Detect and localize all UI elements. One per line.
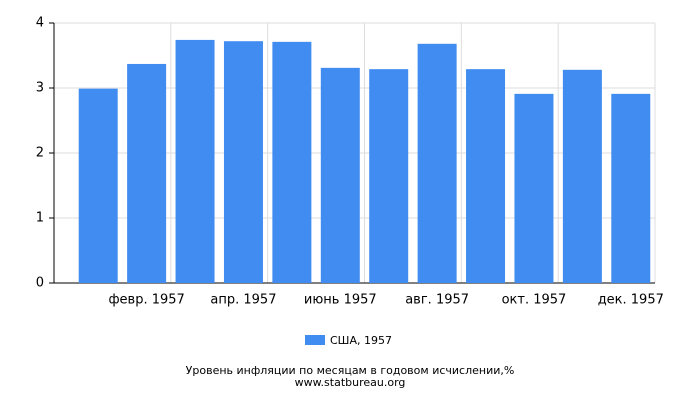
chart-subtitle: www.statbureau.org: [295, 376, 406, 389]
bar: [320, 67, 360, 283]
bar: [562, 69, 602, 283]
x-tick-label: июнь 1957: [304, 293, 377, 308]
chart-title: Уровень инфляции по месяцам в годовом ис…: [186, 364, 515, 377]
x-tick-label: февр. 1957: [108, 293, 184, 308]
y-tick-label: 2: [36, 146, 44, 161]
y-tick-label: 3: [36, 81, 44, 96]
bar: [514, 93, 554, 283]
bar: [417, 43, 457, 283]
legend-label: США, 1957: [330, 334, 392, 347]
bar: [127, 63, 167, 284]
bar: [466, 69, 506, 284]
bar: [175, 39, 215, 284]
x-tick-label: окт. 1957: [502, 293, 567, 308]
bar: [272, 41, 312, 283]
legend-swatch: [305, 335, 325, 345]
y-tick-label: 0: [36, 276, 44, 291]
bar: [611, 93, 651, 283]
y-tick-label: 4: [36, 16, 44, 31]
x-tick-label: апр. 1957: [210, 293, 276, 308]
x-tick-label: дек. 1957: [598, 293, 664, 308]
y-tick-label: 1: [36, 211, 44, 226]
bar: [369, 69, 409, 284]
bar: [78, 88, 118, 284]
bar: [223, 41, 263, 284]
x-tick-label: авг. 1957: [405, 293, 469, 308]
